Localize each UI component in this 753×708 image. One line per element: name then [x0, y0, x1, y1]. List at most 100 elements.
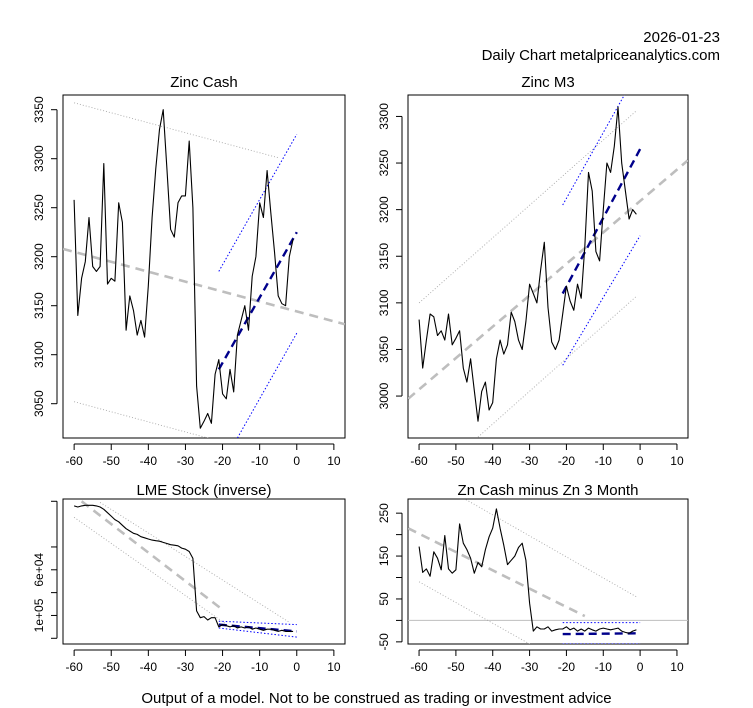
x-tick-label: -10: [595, 660, 613, 674]
series-forecast-lower: [236, 332, 298, 438]
x-tick-label: -60: [65, 454, 83, 468]
series-layer: [408, 95, 688, 438]
y-tick-label: 3100: [377, 289, 391, 316]
x-tick-label: -20: [558, 660, 576, 674]
panel-title: Zn Cash minus Zn 3 Month: [458, 482, 639, 499]
x-tick-label: -10: [251, 454, 269, 468]
panel-zinc-m3: Zinc M3 -60 -50 -40 -30 -20 -10 0 10 3000 3050 310…: [377, 74, 689, 468]
x-tick-label: -50: [103, 660, 121, 674]
x-tick-label: -20: [558, 454, 576, 468]
x-tick-label: -60: [65, 660, 83, 674]
x-tick-label: -10: [251, 660, 269, 674]
series-upper-band: [418, 110, 637, 304]
series-forecast: [561, 148, 642, 295]
series-upper-band: [99, 502, 290, 623]
axis-layer: -60 -50 -40 -30 -20 -10 0 10 3050 3100 3150 3200 325…: [32, 96, 341, 468]
series-forecast-upper: [218, 620, 297, 626]
x-tick-label: 0: [293, 454, 300, 468]
series-forecast: [218, 623, 297, 633]
x-tick-label: -60: [410, 454, 428, 468]
x-tick-label: -20: [214, 454, 232, 468]
y-tick-label: 3100: [32, 341, 46, 368]
series-lower-band: [477, 295, 637, 438]
series-lower-band: [418, 581, 530, 644]
y-tick-label: 3050: [377, 336, 391, 363]
series-upper-band: [73, 102, 279, 159]
series-trend: [408, 159, 688, 400]
series-forecast-lower: [562, 235, 641, 366]
x-tick-label: -30: [177, 660, 195, 674]
series-layer: [63, 102, 345, 438]
y-tick-label: 50: [377, 592, 391, 606]
panel-lme-stock: LME Stock (inverse) -60 -50 -40 -30 -20 -10 0 1…: [32, 482, 346, 674]
x-tick-label: -10: [595, 454, 613, 468]
panel-title: Zinc Cash: [170, 74, 238, 91]
series-forecast: [217, 231, 298, 370]
x-tick-label: -40: [140, 660, 158, 674]
series-forecast-lower: [218, 627, 297, 638]
series-trend: [408, 527, 586, 618]
y-tick-label: 150: [377, 546, 391, 566]
x-tick-label: -30: [177, 454, 195, 468]
series-upper-band: [463, 499, 637, 598]
x-tick-label: 10: [327, 454, 341, 468]
x-tick-label: 0: [293, 660, 300, 674]
series-stock: [73, 504, 294, 632]
series-lower-band: [73, 401, 210, 438]
y-tick-label: 3050: [32, 390, 46, 417]
y-tick-label: 3250: [32, 194, 46, 221]
y-tick-label: 250: [377, 503, 391, 523]
disclaimer-footer: Output of a model. Not to be construed a…: [141, 690, 612, 707]
series-price: [418, 106, 637, 422]
series-forecast-upper: [562, 95, 625, 206]
x-tick-label: -60: [410, 660, 428, 674]
panel-title: Zinc M3: [521, 74, 574, 91]
y-tick-label: 1e+05: [32, 598, 46, 632]
y-tick-label: 3200: [32, 243, 46, 270]
y-tick-label: 3350: [32, 96, 46, 123]
axis-layer: -60 -50 -40 -30 -20 -10 0 10 3000 3050 3100 3150 320…: [377, 103, 684, 468]
panel-title: LME Stock (inverse): [136, 482, 271, 499]
x-tick-label: -40: [484, 660, 502, 674]
chart-date: 2026-01-23: [643, 29, 720, 46]
series-trend: [80, 500, 224, 611]
x-tick-label: 0: [637, 660, 644, 674]
series-price: [73, 109, 294, 429]
series-trend: [63, 247, 345, 326]
x-tick-label: -40: [140, 454, 158, 468]
series-lower-band: [73, 516, 231, 628]
x-tick-label: 10: [670, 660, 684, 674]
y-tick-label: -50: [377, 633, 391, 651]
plot-frame: [62, 498, 346, 645]
series-layer: [73, 500, 297, 638]
plot-frame: [62, 94, 346, 439]
series-layer: [408, 499, 688, 644]
plot-frame: [407, 498, 689, 645]
axis-layer: -60 -50 -40 -30 -20 -10 0 10 -50 50 150 250: [377, 503, 684, 674]
x-tick-label: -40: [484, 454, 502, 468]
x-tick-label: -20: [214, 660, 232, 674]
x-tick-label: -50: [103, 454, 121, 468]
x-tick-label: -50: [447, 454, 465, 468]
x-tick-label: -50: [447, 660, 465, 674]
x-tick-label: 10: [327, 660, 341, 674]
x-tick-label: -30: [521, 454, 539, 468]
y-tick-label: 3000: [377, 382, 391, 409]
series-spread: [418, 508, 637, 634]
panel-zn-cash-minus-3m: Zn Cash minus Zn 3 Month -60 -50 -40 -30 -20…: [377, 482, 689, 674]
y-tick-label: 3150: [32, 292, 46, 319]
x-tick-label: 0: [637, 454, 644, 468]
chart-source-subtitle: Daily Chart metalpriceanalytics.com: [481, 47, 720, 64]
y-tick-label: 3300: [32, 145, 46, 172]
plot-frame: [407, 94, 689, 439]
y-tick-label: 6e+04: [32, 553, 46, 587]
x-tick-label: 10: [670, 454, 684, 468]
axis-layer: -60 -50 -40 -30 -20 -10 0 10 6e+04 1e+05: [32, 500, 341, 674]
y-tick-label: 3300: [377, 103, 391, 130]
y-tick-label: 3200: [377, 196, 391, 223]
y-tick-label: 3150: [377, 243, 391, 270]
x-tick-label: -30: [521, 660, 539, 674]
y-tick-label: 3250: [377, 149, 391, 176]
panel-zinc-cash: Zinc Cash -60 -50 -40 -30 -20 -10 0 10 3050 3100 3…: [32, 74, 346, 468]
